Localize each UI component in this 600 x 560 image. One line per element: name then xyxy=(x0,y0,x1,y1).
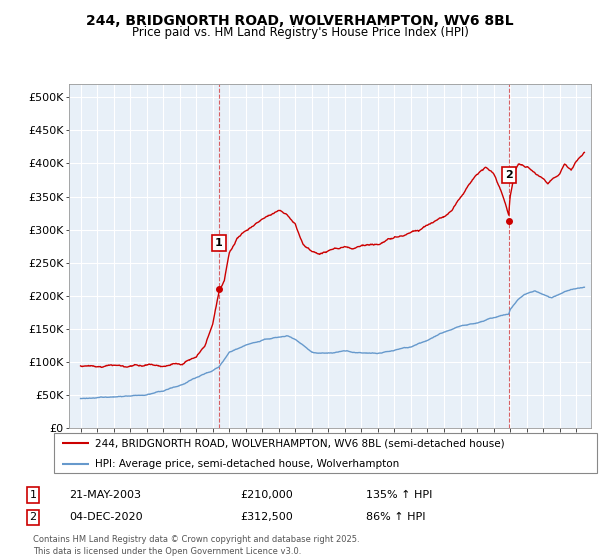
Text: Price paid vs. HM Land Registry's House Price Index (HPI): Price paid vs. HM Land Registry's House … xyxy=(131,26,469,39)
Text: 244, BRIDGNORTH ROAD, WOLVERHAMPTON, WV6 8BL: 244, BRIDGNORTH ROAD, WOLVERHAMPTON, WV6… xyxy=(86,14,514,28)
Text: £210,000: £210,000 xyxy=(240,490,293,500)
Text: 21-MAY-2003: 21-MAY-2003 xyxy=(69,490,141,500)
Text: 86% ↑ HPI: 86% ↑ HPI xyxy=(366,512,425,522)
Text: 2: 2 xyxy=(29,512,37,522)
Text: 244, BRIDGNORTH ROAD, WOLVERHAMPTON, WV6 8BL (semi-detached house): 244, BRIDGNORTH ROAD, WOLVERHAMPTON, WV6… xyxy=(95,438,505,449)
Text: Contains HM Land Registry data © Crown copyright and database right 2025.
This d: Contains HM Land Registry data © Crown c… xyxy=(33,535,359,556)
Text: £312,500: £312,500 xyxy=(240,512,293,522)
Text: HPI: Average price, semi-detached house, Wolverhampton: HPI: Average price, semi-detached house,… xyxy=(95,459,399,469)
Text: 2: 2 xyxy=(505,170,512,180)
Text: 04-DEC-2020: 04-DEC-2020 xyxy=(69,512,143,522)
FancyBboxPatch shape xyxy=(54,433,597,473)
Text: 1: 1 xyxy=(29,490,37,500)
Text: 1: 1 xyxy=(215,238,223,248)
Text: 135% ↑ HPI: 135% ↑ HPI xyxy=(366,490,433,500)
